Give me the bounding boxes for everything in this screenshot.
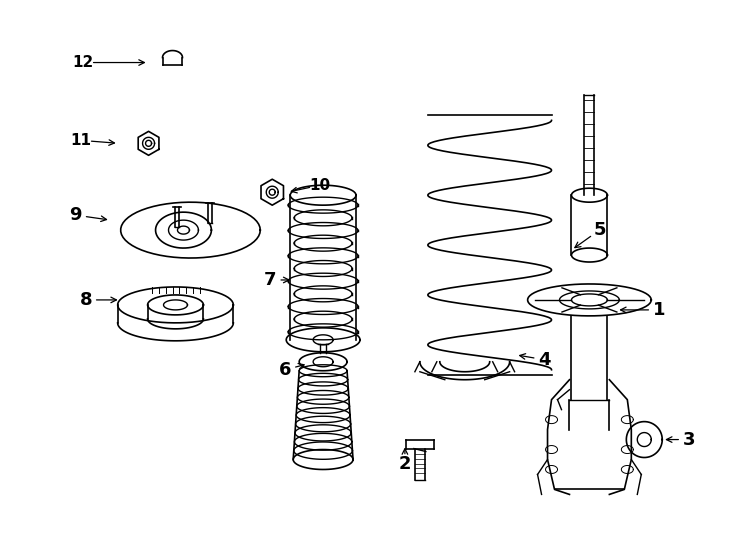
Text: 7: 7 [264,271,277,289]
Text: 12: 12 [72,55,93,70]
Text: 9: 9 [70,206,82,224]
Text: 3: 3 [683,430,695,449]
Text: 8: 8 [79,291,92,309]
Text: 2: 2 [399,456,411,474]
Text: 1: 1 [653,301,666,319]
Text: 11: 11 [70,133,91,148]
Text: 4: 4 [538,351,550,369]
Text: 5: 5 [593,221,606,239]
Text: 6: 6 [279,361,291,379]
Text: 10: 10 [310,178,331,193]
